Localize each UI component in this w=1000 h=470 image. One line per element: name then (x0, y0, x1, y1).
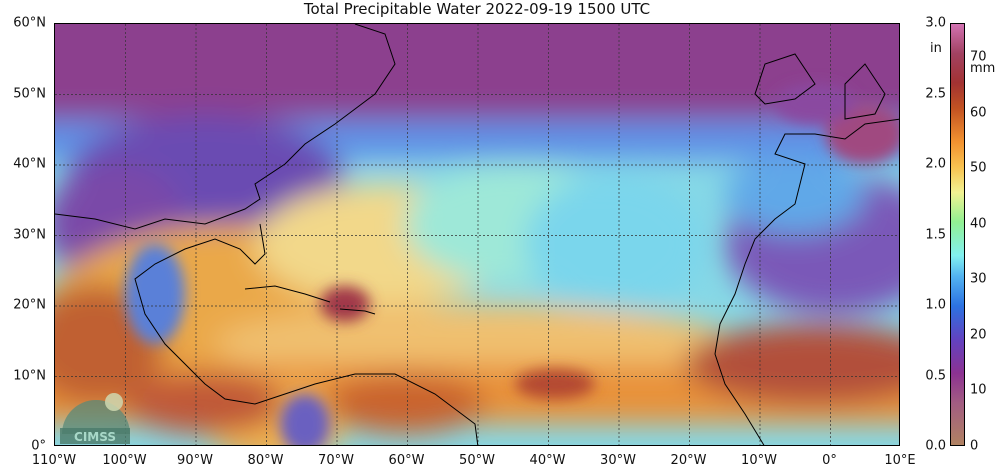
x-tick: 70°W (318, 453, 354, 468)
y-tick: 0° (31, 438, 46, 454)
colorbar-in-tick: 2.0 (925, 156, 946, 172)
x-tick: 110°W (31, 453, 77, 468)
x-tick: 60°W (388, 453, 425, 468)
y-tick: 50°N (13, 86, 46, 101)
x-tick: 90°W (177, 453, 213, 468)
cimss-logo: CIMSS (58, 386, 133, 444)
colorbar-in-tick: 2.5 (925, 86, 946, 101)
colorbar-in-tick: 1.5 (925, 227, 946, 242)
tpw-field (55, 24, 899, 445)
x-tick: 100°W (102, 453, 147, 468)
colorbar-in-tick: 1.0 (925, 297, 946, 313)
y-tick: 20°N (13, 297, 46, 313)
x-tick: 10°E (884, 453, 916, 468)
y-tick: 40°N (13, 156, 46, 172)
grid-lines (55, 24, 899, 445)
y-tick: 10°N (13, 368, 46, 383)
y-tick: 30°N (13, 227, 46, 242)
colorbar-mm-tick: 40 (970, 216, 987, 232)
y-tick: 60°N (13, 15, 46, 31)
colorbar-in-tick: 0.5 (925, 368, 946, 383)
x-tick: 40°W (529, 453, 566, 468)
colorbar-in-tick: 3.0 (925, 15, 946, 31)
colorbar-unit-in: in (930, 41, 942, 56)
colorbar-mm-tick: 20 (970, 327, 987, 343)
map-title: Total Precipitable Water 2022-09-19 1500… (303, 0, 651, 18)
colorbar-mm-tick: 70 (970, 49, 987, 65)
tpw-map (54, 23, 900, 446)
colorbar-mm-tick: 30 (970, 271, 987, 287)
x-tick: 50°W (459, 453, 495, 468)
colorbar-mm-tick: 10 (970, 382, 987, 398)
colorbar (950, 23, 965, 446)
x-tick: 20°W (670, 453, 707, 468)
x-tick: 80°W (247, 453, 284, 468)
colorbar-unit-mm: mm (970, 61, 996, 76)
colorbar-in-tick: 0.0 (925, 438, 946, 454)
x-tick: 10°W (741, 453, 777, 468)
colorbar-mm-tick: 50 (970, 160, 987, 176)
x-tick: 30°W (600, 453, 636, 468)
colorbar-mm-tick: 60 (970, 105, 987, 121)
colorbar-mm-tick: 0 (970, 438, 979, 454)
x-tick: 0° (822, 453, 837, 468)
svg-text:CIMSS: CIMSS (74, 430, 116, 444)
coastlines (55, 24, 899, 445)
